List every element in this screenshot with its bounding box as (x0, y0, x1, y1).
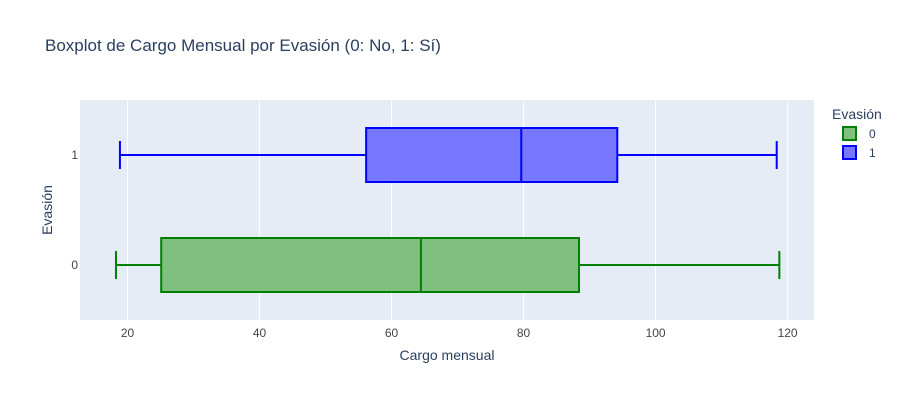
legend-swatch-0 (842, 126, 857, 141)
legend-label-1: 1 (869, 146, 876, 160)
legend-swatch-1 (842, 145, 857, 160)
legend-label-0: 0 (869, 127, 876, 141)
legend[interactable]: Evasión 0 1 (832, 106, 882, 160)
y-axis-title: Evasión (39, 185, 55, 235)
y-axis-ticks: 01 (71, 148, 78, 272)
chart-title: Boxplot de Cargo Mensual por Evasión (0:… (45, 36, 441, 55)
x-tick-label-60: 60 (385, 326, 399, 340)
legend-item-1[interactable]: 1 (842, 145, 876, 160)
box-0[interactable] (114, 237, 781, 293)
x-tick-label-100: 100 (646, 326, 666, 340)
y-tick-label-1: 1 (71, 148, 78, 162)
box-1[interactable] (118, 127, 778, 183)
y-tick-label-0: 0 (71, 258, 78, 272)
x-axis-title: Cargo mensual (400, 347, 495, 363)
iqr-box-0 (160, 237, 581, 293)
box-series (114, 127, 781, 293)
legend-title: Evasión (832, 106, 882, 122)
x-tick-label-20: 20 (121, 326, 135, 340)
legend-item-0[interactable]: 0 (842, 126, 876, 141)
x-tick-label-40: 40 (253, 326, 267, 340)
x-axis-ticks: 20 40 60 80 100 120 (121, 326, 798, 340)
x-tick-label-120: 120 (778, 326, 798, 340)
iqr-box-1 (365, 127, 619, 183)
x-tick-label-80: 80 (517, 326, 531, 340)
